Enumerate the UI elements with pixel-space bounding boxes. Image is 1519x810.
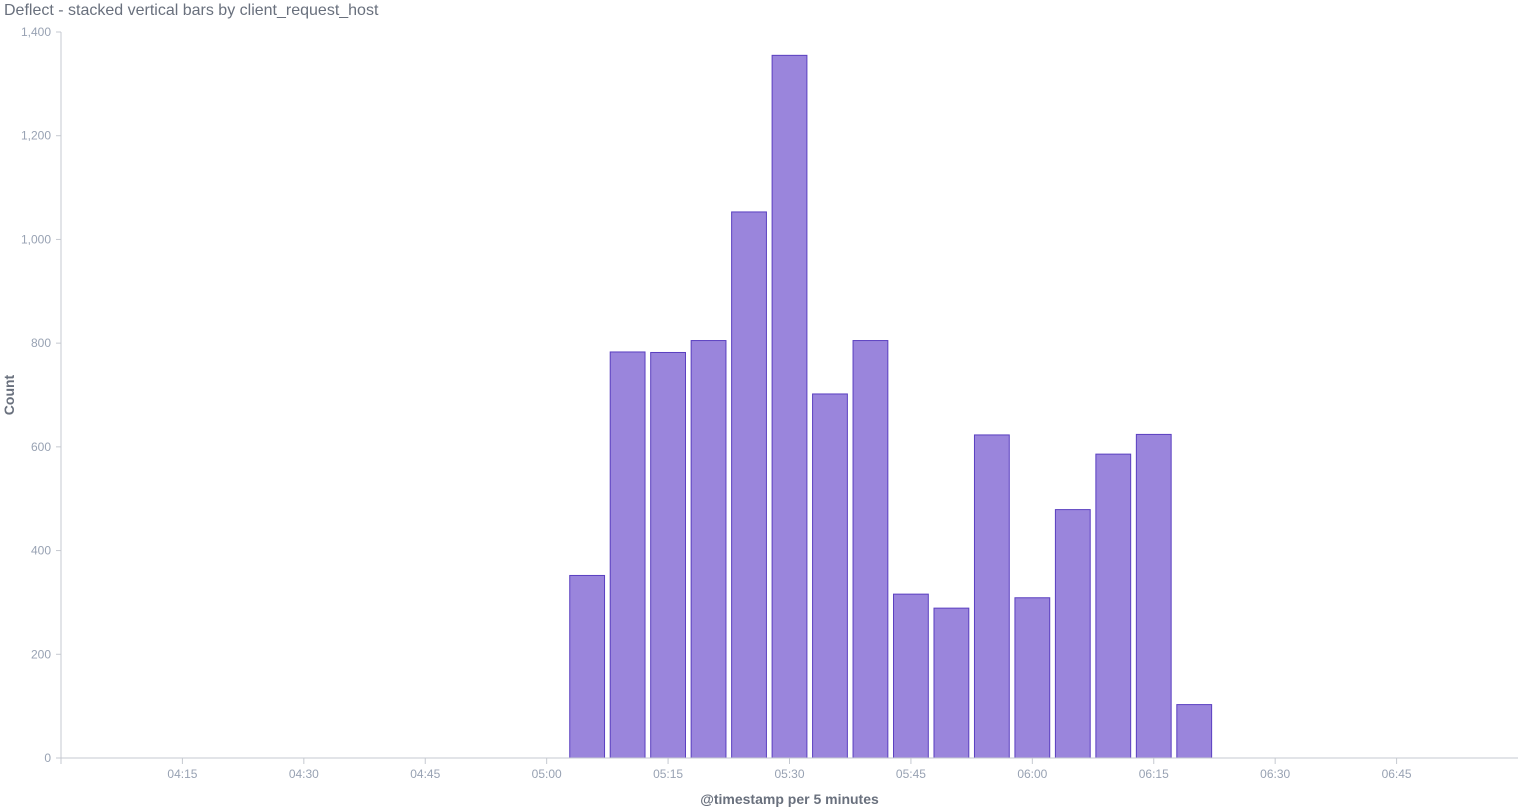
y-tick-label: 0 xyxy=(44,751,51,765)
x-axis-label: @timestamp per 5 minutes xyxy=(700,791,879,807)
bar-06:15[interactable] xyxy=(1135,433,1172,759)
bar-05:30[interactable] xyxy=(771,54,808,759)
x-tick-label: 04:30 xyxy=(289,767,319,781)
bar-05:10[interactable] xyxy=(609,351,646,759)
y-tick-label: 1,200 xyxy=(21,129,51,143)
bar-06:05[interactable] xyxy=(1054,509,1091,759)
y-tick-label: 800 xyxy=(31,336,51,350)
x-tick-label: 06:00 xyxy=(1017,767,1047,781)
bar-05:55[interactable] xyxy=(973,434,1010,759)
bar-05:45[interactable] xyxy=(893,593,929,759)
x-tick-label: 04:15 xyxy=(167,767,197,781)
x-tick-label: 05:30 xyxy=(774,767,804,781)
y-tick-label: 400 xyxy=(31,544,51,558)
bar-05:25[interactable] xyxy=(731,211,767,759)
bar-05:05[interactable] xyxy=(569,574,606,759)
y-tick-label: 1,400 xyxy=(21,25,51,39)
y-axis-label: Count xyxy=(1,374,17,415)
bar-05:15[interactable] xyxy=(650,351,686,759)
chart-title: Deflect - stacked vertical bars by clien… xyxy=(4,2,379,19)
bar-05:40[interactable] xyxy=(852,340,889,759)
x-tick-label: 05:15 xyxy=(653,767,683,781)
bar-06:00[interactable] xyxy=(1014,597,1051,759)
y-axis: 0 200 400 600 800 1,000 1,200 1,400 xyxy=(21,25,62,765)
x-tick-label: 05:00 xyxy=(532,767,562,781)
bar-05:35[interactable] xyxy=(812,393,848,759)
y-tick-label: 1,000 xyxy=(21,232,51,246)
x-axis: 04:15 04:30 04:45 05:00 05:15 05:30 05:45 06:00… xyxy=(60,757,1518,781)
bars-group xyxy=(569,54,1213,759)
x-tick-label: 06:30 xyxy=(1260,767,1290,781)
y-tick-label: 200 xyxy=(31,647,51,661)
x-tick-label: 06:45 xyxy=(1382,767,1412,781)
y-tick-label: 600 xyxy=(31,440,51,454)
bar-06:10[interactable] xyxy=(1095,453,1132,759)
x-tick-label: 05:45 xyxy=(896,767,926,781)
x-tick-label: 04:45 xyxy=(410,767,440,781)
x-tick-label: 06:15 xyxy=(1139,767,1169,781)
bar-06:20[interactable] xyxy=(1176,704,1213,759)
bar-05:50[interactable] xyxy=(933,607,970,759)
bar-05:20[interactable] xyxy=(690,340,727,759)
